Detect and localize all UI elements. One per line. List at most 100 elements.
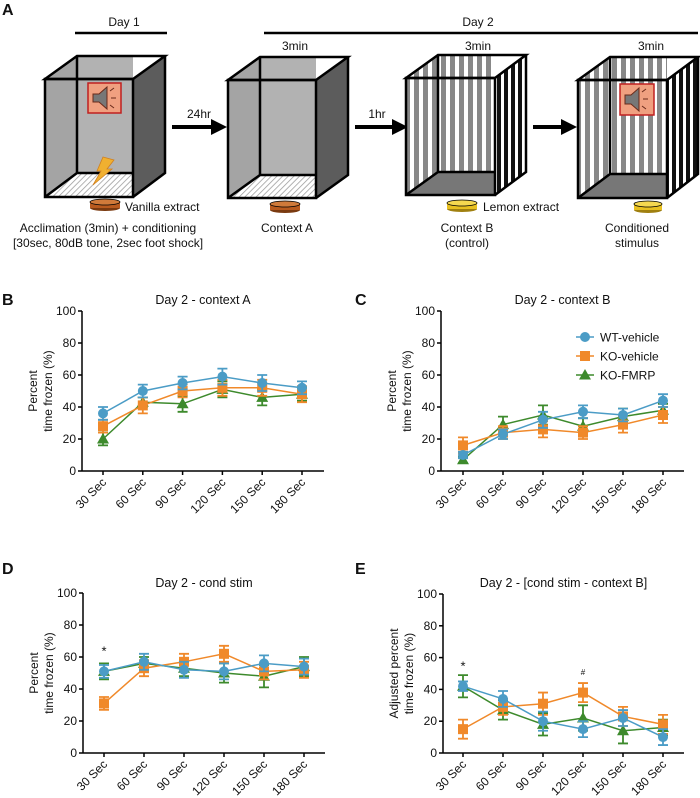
x-tick-label: 150 Sec (229, 757, 270, 798)
y-tick-label: 80 (424, 619, 438, 633)
series-line-wt (103, 661, 305, 673)
data-point-ko (538, 698, 548, 709)
day1-label: Day 1 (108, 15, 140, 29)
y-tick-label: 40 (64, 682, 78, 696)
series-line-fmrp (103, 662, 305, 677)
series-line-ko (462, 691, 664, 730)
data-point-fmrp (176, 397, 189, 409)
data-point-wt (297, 382, 307, 393)
y-tick-label: 100 (417, 587, 437, 601)
data-point-wt (658, 395, 668, 406)
data-point-wt (98, 408, 108, 419)
arrow-24hr-label: 24hr (187, 107, 211, 121)
context-b-label-line2: (control) (445, 236, 489, 250)
series-wt (458, 393, 668, 460)
context-b-label-line1: Context B (441, 221, 494, 235)
speaker-icon (87, 82, 122, 114)
x-tick-label: 60 Sec (473, 475, 509, 511)
y-axis-label: time frozen (%) (402, 633, 416, 714)
data-point-wt (498, 429, 508, 440)
context-b-duration: 3min (465, 39, 491, 53)
day1-caption-line2: [30sec, 80dB tone, 2sec foot shock] (13, 236, 203, 250)
y-tick-label: 0 (430, 746, 437, 760)
x-tick-label: 150 Sec (227, 475, 268, 516)
data-point-wt (259, 658, 269, 669)
x-tick-label: 180 Sec (267, 475, 308, 516)
data-point-fmrp (617, 724, 629, 736)
y-axis-label: Percent (26, 370, 40, 412)
x-tick-label: 150 Sec (588, 475, 629, 516)
context-a-duration: 3min (282, 39, 308, 53)
data-point-ko (137, 400, 148, 411)
lemon-dish-icon (633, 200, 663, 213)
legend-label: WT-vehicle (600, 331, 660, 345)
y-tick-label: 80 (63, 336, 77, 350)
data-point-wt (179, 664, 189, 675)
series-line-ko (462, 414, 664, 447)
data-point-wt (177, 378, 188, 388)
data-point-wt (299, 661, 309, 672)
y-tick-label: 0 (70, 746, 77, 760)
data-point-wt (498, 693, 508, 704)
data-point-wt (219, 666, 229, 677)
data-point-ko (98, 421, 108, 432)
series-ko (99, 644, 309, 711)
y-tick-label: 20 (424, 714, 438, 728)
data-point-wt (137, 386, 148, 396)
series-line-fmrp (462, 409, 664, 461)
data-point-ko (177, 386, 188, 396)
legend-marker (579, 369, 591, 380)
panel-label-d: D (2, 561, 14, 578)
panel-label-b: B (2, 292, 14, 309)
significance-marker: * (101, 643, 106, 658)
chamber-context-a: 3min Context A (224, 39, 352, 235)
y-tick-label: 100 (56, 304, 76, 318)
legend-marker (580, 351, 590, 361)
protocol-diagram: Day 1 Day 2 Vanilla extract Accl (13, 15, 700, 250)
chart-b: Day 2 - context A 0 20 40 60 80 100 30 Sec 60 Se… (26, 293, 324, 516)
lemon-dish-icon (446, 199, 478, 212)
y-tick-label: 100 (415, 304, 435, 318)
vanilla-label: Vanilla extract (125, 200, 200, 214)
x-tick-label: 30 Sec (433, 757, 469, 793)
y-axis-label: Percent (385, 370, 399, 412)
y-tick-label: 20 (422, 432, 436, 446)
series-ko (98, 378, 307, 434)
x-tick-label: 30 Sec (74, 757, 110, 793)
y-axis-label: time frozen (%) (41, 350, 55, 431)
legend-entry: KO-vehicle (576, 350, 659, 364)
series-wt (458, 680, 668, 746)
chart-c: Day 2 - context B 0 20 40 60 80 100 30 Sec 60 Se… (385, 293, 684, 516)
x-tick-label: 30 Sec (433, 475, 469, 511)
legend-entry: WT-vehicle (576, 331, 660, 345)
y-tick-label: 20 (63, 432, 77, 446)
data-point-fmrp (97, 433, 109, 444)
chamber-context-b: 3min Lemon extract Context B (control) (402, 39, 560, 250)
data-point-fmrp (577, 712, 589, 723)
y-tick-label: 0 (428, 464, 435, 478)
data-point-wt (658, 732, 668, 743)
x-tick-label: 90 Sec (152, 475, 188, 511)
y-tick-label: 0 (69, 464, 76, 478)
x-tick-label: 90 Sec (513, 475, 549, 511)
x-tick-label: 60 Sec (114, 757, 150, 793)
day2-label: Day 2 (462, 15, 494, 29)
speaker-icon (619, 83, 655, 116)
panel-label-c: C (355, 292, 367, 309)
y-tick-label: 80 (64, 618, 78, 632)
data-point-wt (217, 371, 228, 382)
x-tick-label: 60 Sec (113, 475, 149, 511)
chart-title: Day 2 - [cond stim - context B] (480, 576, 647, 590)
y-tick-label: 60 (424, 651, 438, 665)
data-point-wt (578, 406, 588, 417)
y-tick-label: 60 (63, 368, 77, 382)
y-tick-label: 100 (57, 586, 77, 600)
x-tick-label: 180 Sec (269, 757, 310, 798)
series-line-ko (103, 653, 305, 704)
series-fmrp (457, 674, 669, 745)
x-tick-label: 150 Sec (588, 757, 629, 798)
arrow-1hr-label: 1hr (368, 107, 385, 121)
y-tick-label: 40 (63, 400, 77, 414)
